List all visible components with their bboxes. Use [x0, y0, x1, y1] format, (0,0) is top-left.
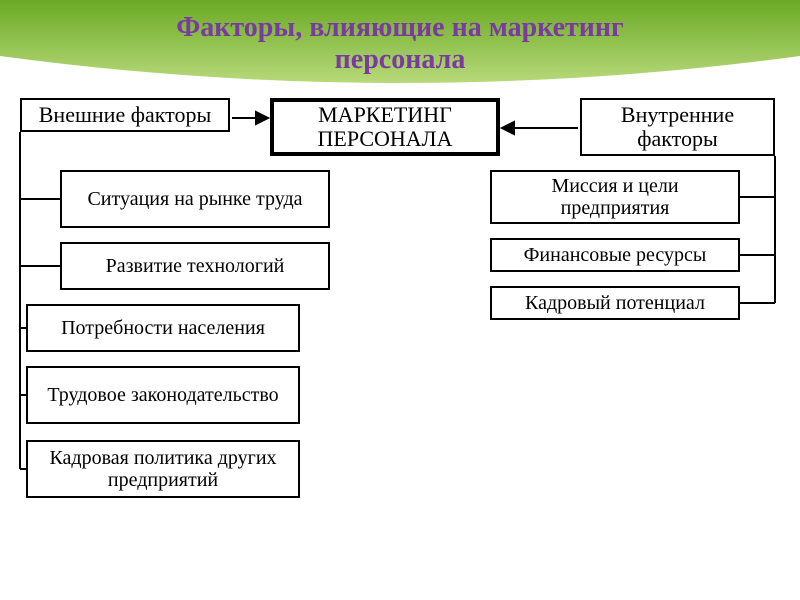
label-internal-factors: Внутренние факторы: [621, 103, 734, 151]
slide-title-line1: Факторы, влияющие на маркетинг: [176, 12, 624, 43]
label-left-item-2: Потребности населения: [61, 317, 265, 339]
label-right-item-2: Кадровый потенциал: [525, 292, 705, 314]
label-left-item-0: Ситуация на рынке труда: [87, 188, 302, 210]
box-left-item-4: Кадровая политика других предприятий: [26, 440, 300, 498]
box-left-item-1: Развитие технологий: [60, 242, 330, 290]
box-left-item-2: Потребности населения: [26, 304, 300, 352]
box-left-item-3: Трудовое законодательство: [26, 366, 300, 424]
box-right-item-1: Финансовые ресурсы: [490, 238, 740, 272]
slide-title-line2: персонала: [335, 44, 466, 75]
box-marketing-personnel: МАРКЕТИНГ ПЕРСОНАЛА: [270, 98, 500, 156]
label-left-item-3: Трудовое законодательство: [47, 384, 278, 406]
label-external-factors: Внешние факторы: [39, 103, 212, 127]
slide-stage: Факторы, влияющие на маркетинг персонала…: [0, 0, 800, 600]
box-external-factors: Внешние факторы: [20, 98, 230, 132]
box-right-item-2: Кадровый потенциал: [490, 286, 740, 320]
label-right-item-0: Миссия и цели предприятия: [551, 175, 678, 219]
label-right-item-1: Финансовые ресурсы: [524, 244, 707, 266]
box-internal-factors: Внутренние факторы: [580, 98, 775, 156]
label-marketing-personnel: МАРКЕТИНГ ПЕРСОНАЛА: [318, 103, 453, 151]
box-right-item-0: Миссия и цели предприятия: [490, 170, 740, 224]
slide-title: Факторы, влияющие на маркетинг персонала: [0, 12, 800, 76]
box-left-item-0: Ситуация на рынке труда: [60, 170, 330, 228]
label-left-item-4: Кадровая политика других предприятий: [49, 447, 276, 491]
label-left-item-1: Развитие технологий: [106, 255, 285, 277]
